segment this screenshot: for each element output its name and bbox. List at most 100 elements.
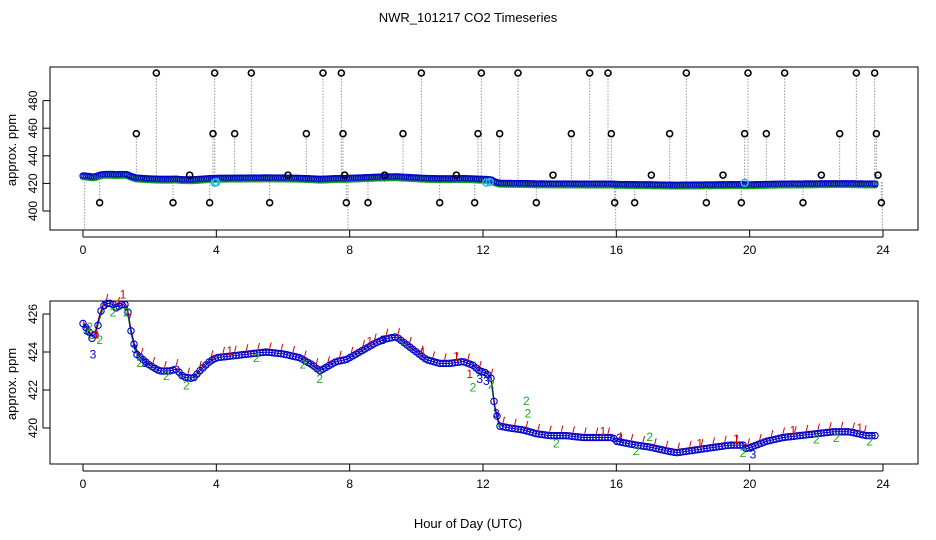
x-tick-label: 20 (743, 477, 757, 491)
digit-marker: 2 (633, 444, 640, 458)
data-point-blue (493, 412, 501, 420)
raw-sample-point (474, 129, 482, 138)
data-point-blue (340, 356, 348, 364)
data-point-blue (490, 397, 498, 406)
data-point-blue (94, 321, 102, 330)
x-tick-label: 12 (476, 477, 490, 491)
digit-marker: 2 (136, 356, 143, 370)
digit-marker: 3 (493, 406, 500, 420)
red-tick-accent (164, 360, 167, 368)
red-tick-accent (280, 343, 284, 350)
raw-sample-point (549, 171, 557, 179)
red-tick-accent (152, 357, 155, 364)
red-tick-accent (700, 439, 704, 446)
raw-sample-point (435, 198, 444, 207)
x-tick-label: 8 (346, 477, 353, 491)
red-tick-accent (350, 346, 354, 353)
red-tick-accent (502, 416, 505, 423)
raw-sample-point (302, 129, 311, 138)
band-point-cyan (740, 178, 749, 188)
digit-marker: 2 (96, 333, 103, 347)
y-tick-label: 480 (26, 90, 40, 110)
raw-sample-point (380, 171, 389, 179)
data-point-blue (91, 330, 99, 339)
red-tick-accent (490, 368, 494, 375)
red-tick-accent (467, 353, 470, 360)
red-tick-accent (432, 351, 435, 358)
digit-marker: 1 (366, 334, 373, 348)
y-tick-label: 440 (26, 145, 40, 165)
digit-marker: 3 (141, 356, 148, 370)
raw-sample-point (284, 171, 292, 179)
digit-marker: 2 (163, 369, 170, 383)
digit-marker: 2 (525, 406, 532, 420)
y-tick-label: 426 (26, 304, 40, 324)
digit-marker: 2 (110, 306, 117, 320)
raw-sample-point (852, 69, 861, 77)
raw-sample-point (452, 171, 461, 179)
y-tick-label: 420 (26, 418, 40, 438)
raw-sample-point (870, 69, 879, 77)
raw-sample-point (610, 198, 619, 207)
digit-marker: 3 (131, 342, 138, 356)
data-point-blue (124, 308, 132, 316)
digit-marker: 1 (856, 421, 863, 435)
red-tick-accent (794, 426, 797, 433)
raw-sample-point (835, 129, 844, 138)
raw-sample-point (477, 69, 486, 77)
data-point-blue (736, 441, 744, 449)
digit-marker: 1 (600, 425, 607, 439)
red-tick-accent (747, 438, 750, 445)
digit-marker: 2 (488, 378, 495, 392)
red-tick-accent (105, 293, 109, 300)
red-tick-accent (654, 438, 657, 445)
raw-sample-point (319, 69, 327, 77)
raw-sample-point (682, 69, 691, 77)
digit-marker: 2 (833, 431, 840, 445)
bottom-panel: 3213232123232212221311123323222132211231… (4, 288, 919, 531)
raw-sample-point (532, 198, 541, 207)
digit-marker: 2 (646, 430, 653, 444)
raw-sample-point (702, 198, 711, 207)
red-tick-accent (689, 440, 692, 447)
raw-sample-point (417, 69, 426, 77)
top-data-layer (79, 69, 886, 229)
red-tick-accent (315, 358, 319, 365)
raw-sample-point (780, 69, 789, 77)
red-tick-accent (525, 420, 529, 427)
red-tick-accent (864, 425, 867, 432)
red-tick-accent (735, 434, 739, 442)
bottom-data-layer: 3213232123232212221311123323222132211231… (79, 288, 879, 461)
raw-sample-point (470, 198, 479, 207)
x-tick-label: 16 (610, 243, 624, 257)
raw-sample-point (185, 171, 194, 179)
raw-sample-point (340, 171, 349, 179)
band-point-blue (871, 180, 879, 188)
red-tick-accent (829, 422, 832, 429)
red-tick-accent (374, 333, 377, 340)
raw-sample-point (647, 171, 656, 179)
raw-sample-point (744, 69, 752, 77)
y-tick-label: 400 (26, 201, 40, 221)
raw-sample-point (874, 171, 882, 179)
x-tick-label: 24 (876, 477, 890, 491)
x-tick-label: 4 (213, 477, 220, 491)
data-point-blue (127, 327, 135, 335)
digit-marker: 2 (813, 433, 820, 447)
band-point-cyan (212, 178, 221, 187)
digit-marker: 3 (90, 348, 97, 362)
digit-marker: 2 (553, 437, 560, 451)
raw-sample-point (719, 171, 727, 179)
raw-sample-point (514, 69, 522, 77)
red-tick-accent (479, 360, 482, 368)
digit-marker: 3 (476, 372, 483, 386)
red-tick-accent (292, 346, 295, 353)
raw-sample-point (872, 129, 881, 138)
red-tick-accent (245, 344, 249, 351)
raw-sample-point (762, 129, 771, 138)
red-tick-accent (175, 358, 179, 366)
red-tick-accent (222, 346, 225, 354)
raw-sample-point (630, 198, 639, 207)
data-point-blue (121, 300, 129, 309)
